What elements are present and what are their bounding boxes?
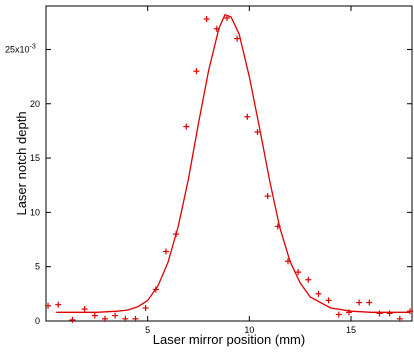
data-point xyxy=(335,311,342,318)
data-point xyxy=(173,231,180,238)
data-point xyxy=(203,16,210,23)
data-point xyxy=(162,248,169,255)
data-point xyxy=(305,276,312,283)
x-tick-label: 5 xyxy=(145,325,150,335)
fit-curve-layer xyxy=(56,14,410,313)
data-point xyxy=(223,14,230,21)
data-point xyxy=(356,299,363,306)
data-point xyxy=(91,312,98,319)
data-point xyxy=(234,35,241,42)
data-point xyxy=(254,129,261,135)
data-point xyxy=(244,113,251,120)
y-tick-label: 5 xyxy=(35,262,40,272)
data-point xyxy=(376,310,383,317)
data-point xyxy=(315,290,322,297)
y-scale-label: 25x10-3 xyxy=(5,43,36,54)
data-point xyxy=(345,309,352,316)
data-point xyxy=(101,315,108,322)
fit-curve xyxy=(56,14,410,313)
data-point xyxy=(386,310,393,317)
x-axis-title: Laser mirror position (mm) xyxy=(153,332,305,347)
y-tick-label: 20 xyxy=(30,99,40,109)
data-point xyxy=(183,123,190,130)
data-point xyxy=(45,302,52,309)
data-point xyxy=(69,316,76,323)
labels-layer: 25x10-3 Laser mirror position (mm) Laser… xyxy=(5,43,356,347)
data-point xyxy=(152,286,159,293)
data-point xyxy=(81,306,88,313)
data-point xyxy=(274,223,281,230)
plot-frame xyxy=(45,5,413,322)
data-point xyxy=(193,68,200,75)
data-point xyxy=(142,304,149,311)
y-tick-label: 15 xyxy=(30,153,40,163)
data-point xyxy=(325,297,332,304)
data-point xyxy=(264,193,271,200)
data-point xyxy=(366,299,373,306)
data-point xyxy=(132,315,139,322)
data-point xyxy=(284,258,291,265)
x-tick-label: 15 xyxy=(346,325,356,335)
y-tick-label: 0 xyxy=(35,316,40,326)
data-point xyxy=(396,315,403,322)
data-point xyxy=(55,301,62,308)
data-point xyxy=(406,308,413,315)
data-point xyxy=(213,25,220,32)
data-point xyxy=(122,315,129,322)
y-axis-title: Laser notch depth xyxy=(14,111,29,215)
y-tick-label: 10 xyxy=(30,207,40,217)
data-points-layer xyxy=(45,14,413,323)
axis-ticks xyxy=(46,6,412,322)
data-point xyxy=(112,312,119,319)
x-tick-label: 10 xyxy=(244,325,254,335)
data-point xyxy=(295,269,302,276)
